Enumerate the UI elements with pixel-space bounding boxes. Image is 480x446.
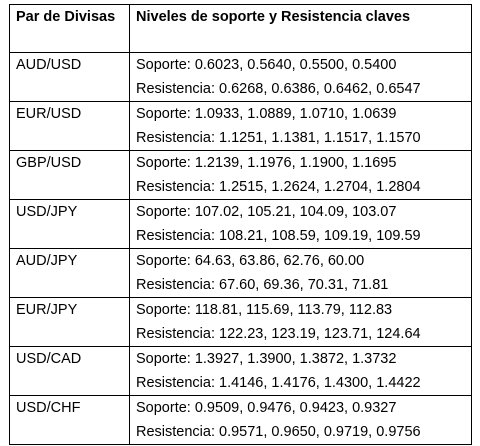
table-body: AUD/USD Soporte: 0.6023, 0.5640, 0.5500, …	[9, 52, 472, 445]
header-levels: Niveles de soporte y Resistencia claves	[129, 4, 472, 53]
table-row: USD/CAD Soporte: 1.3927, 1.3900, 1.3872, …	[9, 346, 472, 396]
currency-pair-cell: AUD/USD	[9, 52, 130, 102]
support-levels: Soporte: 1.0933, 1.0889, 1.0710, 1.0639	[136, 106, 397, 122]
table-row: AUD/USD Soporte: 0.6023, 0.5640, 0.5500, …	[9, 52, 472, 102]
resistance-levels: Resistencia: 108.21, 108.59, 109.19, 109…	[136, 228, 421, 244]
currency-pair-cell: AUD/JPY	[9, 248, 130, 298]
support-levels: Soporte: 107.02, 105.21, 104.09, 103.07	[136, 204, 397, 220]
support-levels: Soporte: 0.6023, 0.5640, 0.5500, 0.5400	[136, 57, 397, 73]
levels-cell: Soporte: 0.9509, 0.9476, 0.9423, 0.9327 R…	[129, 395, 472, 445]
levels-cell: Soporte: 118.81, 115.69, 113.79, 112.83 R…	[129, 297, 472, 347]
levels-cell: Soporte: 0.6023, 0.5640, 0.5500, 0.5400 R…	[129, 52, 472, 102]
levels-cell: Soporte: 1.0933, 1.0889, 1.0710, 1.0639 R…	[129, 101, 472, 151]
table-row: USD/CHF Soporte: 0.9509, 0.9476, 0.9423, …	[9, 395, 472, 445]
support-levels: Soporte: 118.81, 115.69, 113.79, 112.83	[136, 302, 393, 318]
table-row: AUD/JPY Soporte: 64.63, 63.86, 62.76, 60.…	[9, 248, 472, 298]
levels-cell: Soporte: 1.2139, 1.1976, 1.1900, 1.1695 R…	[129, 150, 472, 200]
levels-cell: Soporte: 64.63, 63.86, 62.76, 60.00 Resis…	[129, 248, 472, 298]
table-row: EUR/JPY Soporte: 118.81, 115.69, 113.79, …	[9, 297, 472, 347]
resistance-levels: Resistencia: 1.4146, 1.4176, 1.4300, 1.4…	[136, 375, 421, 391]
currency-pair-cell: EUR/USD	[9, 101, 130, 151]
levels-table: Par de Divisas Niveles de soporte y Resi…	[9, 4, 472, 445]
currency-pair-cell: EUR/JPY	[9, 297, 130, 347]
levels-cell: Soporte: 107.02, 105.21, 104.09, 103.07 R…	[129, 199, 472, 249]
currency-pair-cell: GBP/USD	[9, 150, 130, 200]
support-levels: Soporte: 1.3927, 1.3900, 1.3872, 1.3732	[136, 351, 397, 367]
support-levels: Soporte: 1.2139, 1.1976, 1.1900, 1.1695	[136, 155, 397, 171]
levels-cell: Soporte: 1.3927, 1.3900, 1.3872, 1.3732 R…	[129, 346, 472, 396]
resistance-levels: Resistencia: 122.23, 123.19, 123.71, 124…	[136, 326, 421, 342]
currency-pair-cell: USD/CAD	[9, 346, 130, 396]
table-row: EUR/USD Soporte: 1.0933, 1.0889, 1.0710, …	[9, 101, 472, 151]
header-pair: Par de Divisas	[9, 4, 130, 53]
table-row: USD/JPY Soporte: 107.02, 105.21, 104.09, …	[9, 199, 472, 249]
resistance-levels: Resistencia: 0.9571, 0.9650, 0.9719, 0.9…	[136, 424, 421, 440]
table-row: GBP/USD Soporte: 1.2139, 1.1976, 1.1900, …	[9, 150, 472, 200]
resistance-levels: Resistencia: 67.60, 69.36, 70.31, 71.81	[136, 277, 389, 293]
currency-pair-cell: USD/JPY	[9, 199, 130, 249]
support-levels: Soporte: 64.63, 63.86, 62.76, 60.00	[136, 253, 365, 269]
table-header-row: Par de Divisas Niveles de soporte y Resi…	[9, 4, 472, 53]
support-levels: Soporte: 0.9509, 0.9476, 0.9423, 0.9327	[136, 400, 397, 416]
currency-pair-cell: USD/CHF	[9, 395, 130, 445]
resistance-levels: Resistencia: 1.1251, 1.1381, 1.1517, 1.1…	[136, 130, 421, 146]
resistance-levels: Resistencia: 1.2515, 1.2624, 1.2704, 1.2…	[136, 179, 421, 195]
resistance-levels: Resistencia: 0.6268, 0.6386, 0.6462, 0.6…	[136, 81, 421, 97]
